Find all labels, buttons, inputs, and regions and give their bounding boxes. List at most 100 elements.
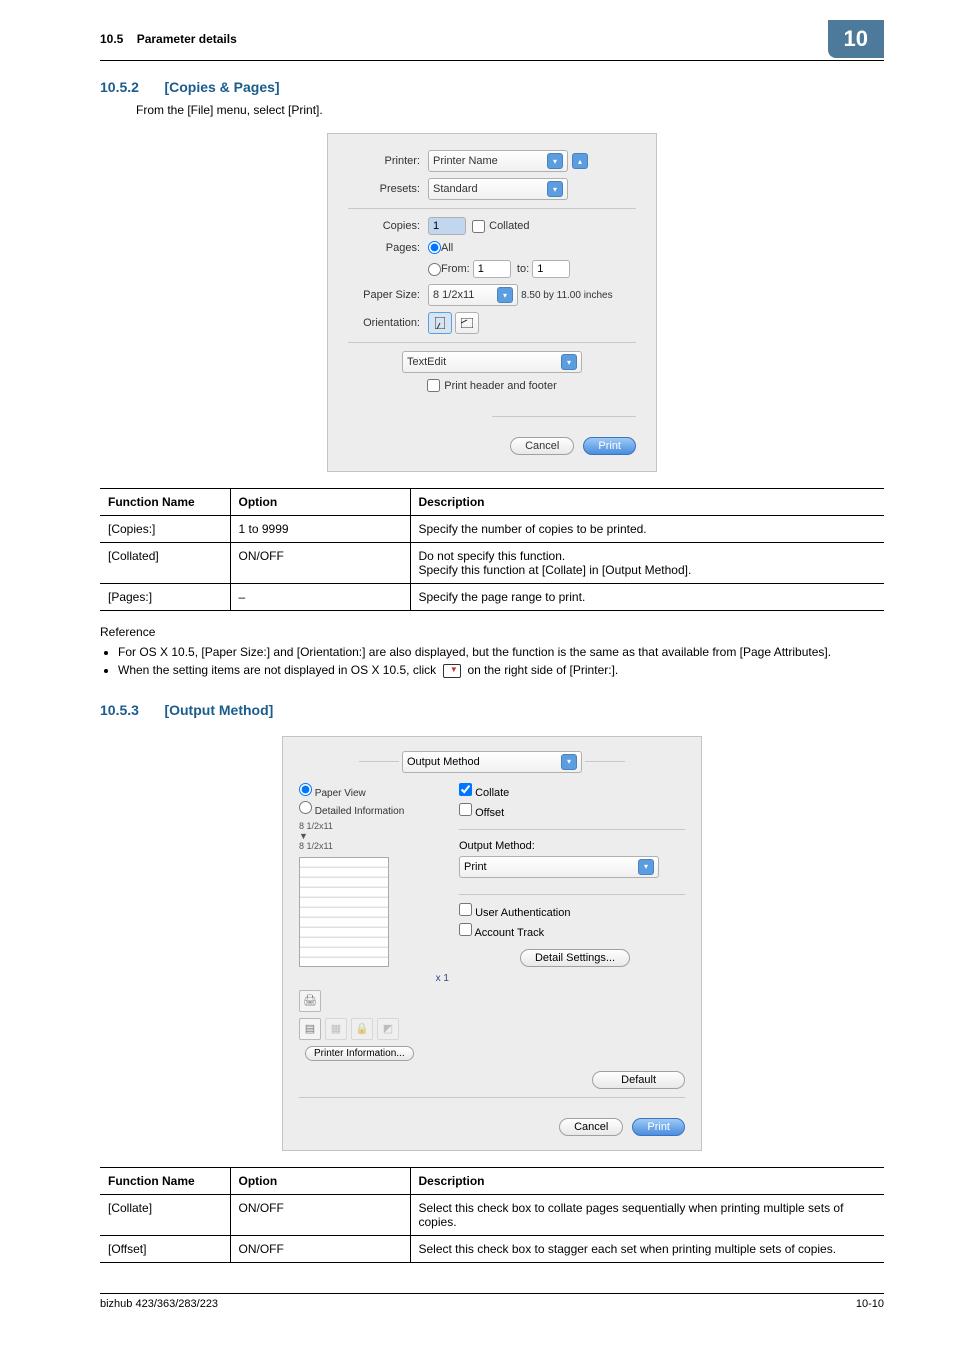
table-row: [Pages:] – Specify the page range to pri… <box>100 584 884 611</box>
section-select[interactable]: TextEdit ▾ <box>402 351 582 373</box>
pages-all-label: All <box>441 242 453 254</box>
cell: 1 to 9999 <box>230 516 410 543</box>
cell: Select this check box to stagger each se… <box>410 1235 884 1262</box>
collate-label: Collate <box>475 787 509 799</box>
print-dialog: Printer: Printer Name ▾ ▴ Presets: Stand… <box>327 133 657 472</box>
th-option: Option <box>230 1167 410 1194</box>
th-description: Description <box>410 1167 884 1194</box>
default-button[interactable]: Default <box>592 1071 685 1089</box>
cell: ON/OFF <box>230 543 410 584</box>
collate-checkbox[interactable] <box>459 783 472 796</box>
table-row: [Offset] ON/OFF Select this check box to… <box>100 1235 884 1262</box>
section-title: [Copies & Pages] <box>164 79 279 95</box>
account-track-label: Account Track <box>474 927 544 939</box>
cell: Specify the page range to print. <box>410 584 884 611</box>
paper-size-text: 8 1/2x11 <box>299 821 449 831</box>
pages-from-label: From: <box>441 263 470 275</box>
cell: [Copies:] <box>100 516 230 543</box>
print-header-footer-checkbox[interactable] <box>427 379 440 392</box>
reference-list: For OS X 10.5, [Paper Size:] and [Orient… <box>100 645 884 678</box>
expand-icon[interactable]: ▴ <box>572 153 588 169</box>
th-function-name: Function Name <box>100 489 230 516</box>
collated-checkbox[interactable] <box>472 220 485 233</box>
paper-view-radio[interactable] <box>299 783 312 796</box>
paper-view-label: Paper View <box>315 788 366 799</box>
updown-icon: ▾ <box>547 181 563 197</box>
table-row: [Collate] ON/OFF Select this check box t… <box>100 1194 884 1235</box>
updown-icon: ▾ <box>497 287 513 303</box>
preview-pane: Paper View Detailed Information 8 1/2x11… <box>299 783 449 1061</box>
cell: ON/OFF <box>230 1194 410 1235</box>
section-copies-pages: 10.5.2 [Copies & Pages] From the [File] … <box>100 79 884 678</box>
papersize-label: Paper Size: <box>348 289 428 301</box>
updown-icon: ▾ <box>561 754 577 770</box>
user-auth-label: User Authentication <box>475 907 570 919</box>
pages-from-input[interactable] <box>473 260 511 278</box>
orientation-portrait-button[interactable] <box>428 312 452 334</box>
printer-icon: 🖨 <box>299 990 321 1012</box>
user-auth-checkbox[interactable] <box>459 903 472 916</box>
cell: [Collate] <box>100 1194 230 1235</box>
header-section-number: 10.5 <box>100 32 123 46</box>
copies-input[interactable] <box>428 217 466 235</box>
cell: Do not specify this function. Specify th… <box>410 543 884 584</box>
th-description: Description <box>410 489 884 516</box>
papersize-hint: 8.50 by 11.00 inches <box>521 290 613 301</box>
offset-checkbox[interactable] <box>459 803 472 816</box>
account-track-checkbox[interactable] <box>459 923 472 936</box>
cell: Select this check box to collate pages s… <box>410 1194 884 1235</box>
icon-disabled: ◩ <box>377 1018 399 1040</box>
print-button[interactable]: Print <box>632 1118 685 1136</box>
th-option: Option <box>230 489 410 516</box>
pages-to-input[interactable] <box>532 260 570 278</box>
footer-left: bizhub 423/363/283/223 <box>100 1298 218 1310</box>
pages-to-label: to: <box>517 263 529 275</box>
cell: [Offset] <box>100 1235 230 1262</box>
icon-disabled: ▦ <box>325 1018 347 1040</box>
orientation-landscape-button[interactable] <box>455 312 479 334</box>
cell: [Collated] <box>100 543 230 584</box>
section-number: 10.5.3 <box>100 702 160 718</box>
updown-icon: ▾ <box>547 153 563 169</box>
section-number: 10.5.2 <box>100 79 160 95</box>
output-method-value: Print <box>464 861 487 873</box>
detailed-info-label: Detailed Information <box>315 806 405 817</box>
printer-select[interactable]: Printer Name ▾ <box>428 150 568 172</box>
paper-thumbnail <box>299 857 389 967</box>
lock-icon: 🔒 <box>351 1018 373 1040</box>
printer-value: Printer Name <box>433 155 498 167</box>
reference-item: When the setting items are not displayed… <box>118 663 884 678</box>
print-button[interactable]: Print <box>583 437 636 455</box>
cancel-button[interactable]: Cancel <box>559 1118 623 1136</box>
finishing-icon: ▤ <box>299 1018 321 1040</box>
output-method-select[interactable]: Print ▾ <box>459 856 659 878</box>
paper-size-text-2: 8 1/2x11 <box>299 841 449 851</box>
detail-settings-button[interactable]: Detail Settings... <box>520 949 630 967</box>
header-section-title: Parameter details <box>137 32 237 46</box>
presets-select[interactable]: Standard ▾ <box>428 178 568 200</box>
detailed-info-radio[interactable] <box>299 801 312 814</box>
printer-information-button[interactable]: Printer Information... <box>305 1046 414 1061</box>
section-intro: From the [File] menu, select [Print]. <box>136 103 884 117</box>
cell: Specify the number of copies to be print… <box>410 516 884 543</box>
cell: [Pages:] <box>100 584 230 611</box>
page-footer: bizhub 423/363/283/223 10-10 <box>100 1293 884 1310</box>
page-header: 10.5 Parameter details 10 <box>100 20 884 61</box>
collated-label: Collated <box>489 220 529 232</box>
header-left: 10.5 Parameter details <box>100 32 828 46</box>
output-method-field-label: Output Method: <box>459 840 685 852</box>
cancel-button[interactable]: Cancel <box>510 437 574 455</box>
output-method-panel-select[interactable]: Output Method ▾ <box>402 751 582 773</box>
pages-from-radio[interactable] <box>428 263 441 276</box>
dropdown-icon <box>443 664 461 678</box>
copies-pages-table: Function Name Option Description [Copies… <box>100 488 884 611</box>
section-title: [Output Method] <box>164 702 273 718</box>
presets-label: Presets: <box>348 183 428 195</box>
output-method-dialog: Output Method ▾ Paper View Detailed Info… <box>282 736 702 1151</box>
print-header-footer-label: Print header and footer <box>444 380 557 392</box>
pages-label: Pages: <box>348 242 428 254</box>
papersize-select[interactable]: 8 1/2x11 ▾ <box>428 284 518 306</box>
updown-icon: ▾ <box>638 859 654 875</box>
table-row: [Collated] ON/OFF Do not specify this fu… <box>100 543 884 584</box>
pages-all-radio[interactable] <box>428 241 441 254</box>
